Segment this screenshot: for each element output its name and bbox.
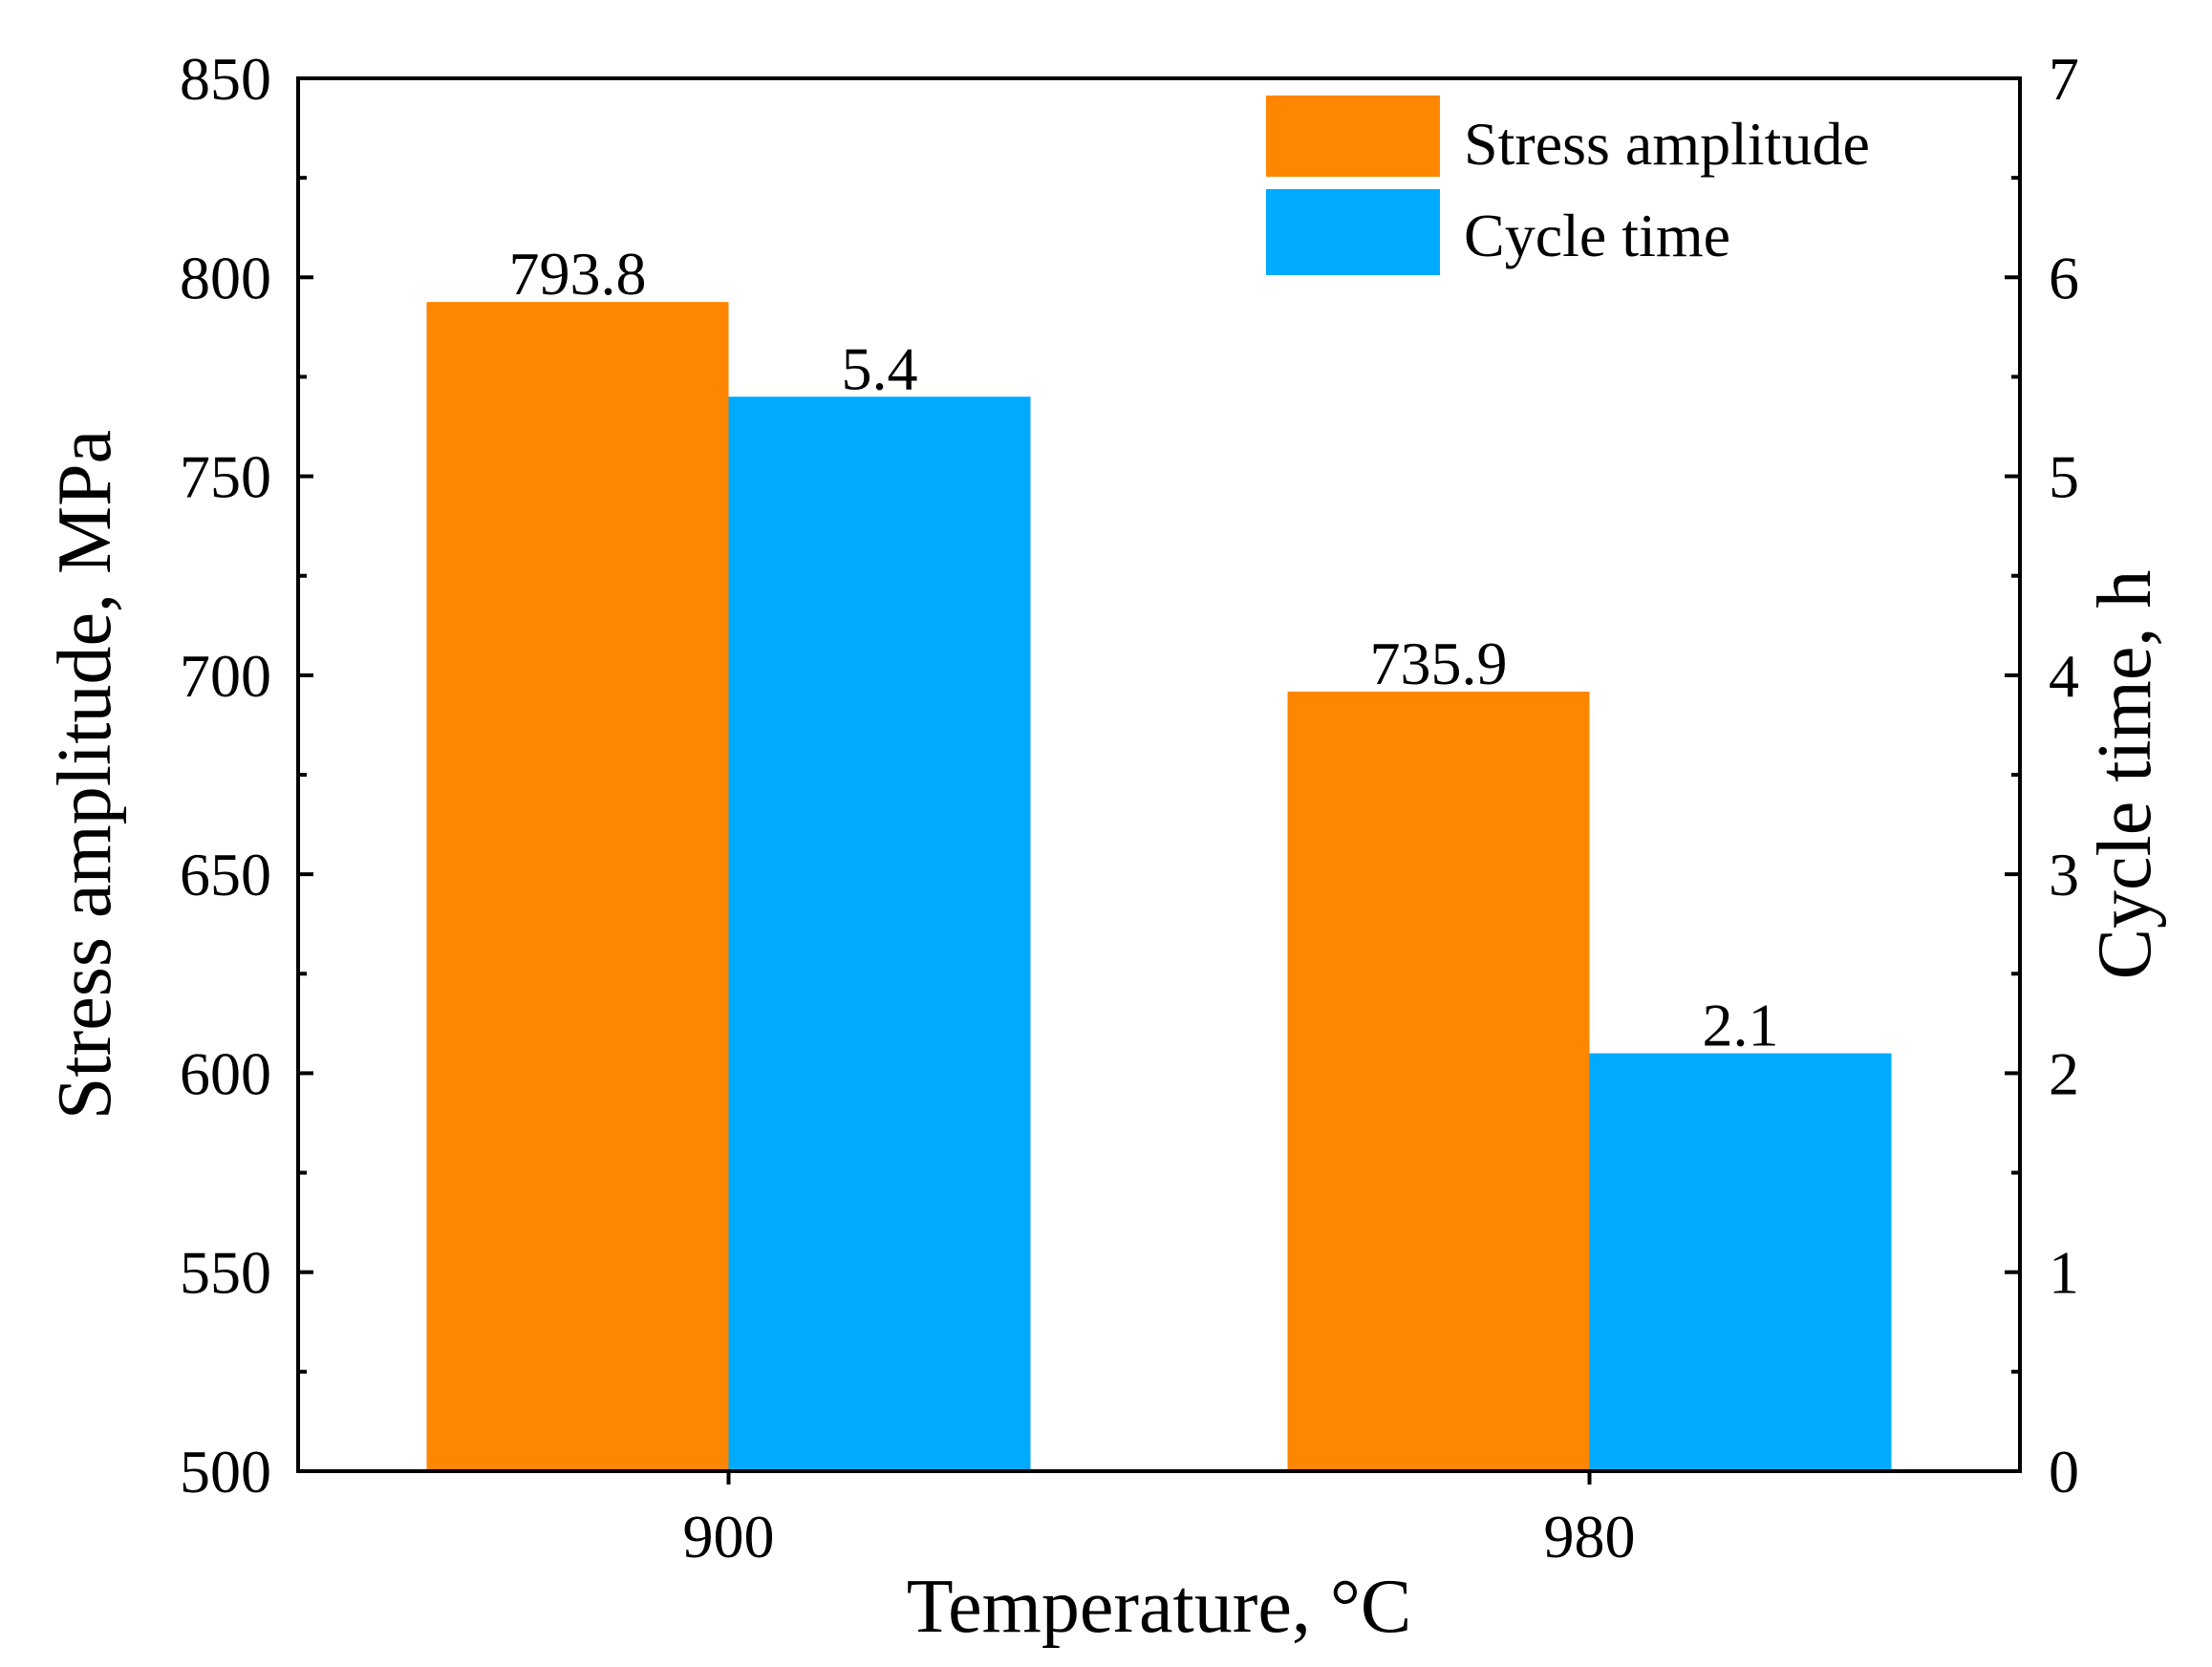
left-tick-label: 750 [180, 443, 271, 511]
data-label-stress-amplitude-900: 793.8 [509, 240, 647, 308]
bar-cycle-time-980 [1589, 1053, 1892, 1471]
legend-label-cycle-time: Cycle time [1464, 202, 1730, 269]
x-tick-label-980: 980 [1544, 1503, 1636, 1571]
right-y-axis-title: Cycle time, h [2083, 570, 2167, 980]
left-tick-label: 650 [180, 841, 271, 908]
right-tick-label: 7 [2049, 45, 2079, 113]
right-tick-label: 2 [2049, 1039, 2079, 1107]
legend-swatch-cycle-time [1266, 189, 1440, 275]
left-tick-label: 800 [180, 244, 271, 311]
bar-cycle-time-900 [728, 396, 1031, 1472]
left-y-axis-title: Stress amplitude, MPa [43, 430, 127, 1120]
legend-label-stress-amplitude: Stress amplitude [1464, 110, 1870, 178]
data-label-cycle-time-900: 5.4 [842, 334, 918, 402]
data-label-cycle-time-980: 2.1 [1703, 992, 1779, 1059]
left-tick-label: 850 [180, 45, 271, 113]
bar-stress-amplitude-980 [1287, 691, 1590, 1471]
legend: Stress amplitude Cycle time [1266, 96, 1870, 275]
left-axis-ticks: 500 550 600 650 700 750 800 850 [180, 45, 313, 1506]
legend-swatch-stress-amplitude [1266, 96, 1440, 177]
bar-stress-amplitude-900 [426, 302, 729, 1471]
bars-layer [426, 302, 1892, 1472]
right-tick-label: 5 [2049, 443, 2079, 511]
right-tick-label: 3 [2049, 841, 2079, 908]
right-tick-label: 0 [2049, 1438, 2079, 1506]
bar-labels-layer: 793.8 5.4 735.9 2.1 [509, 240, 1779, 1058]
right-tick-label: 4 [2049, 642, 2079, 710]
left-tick-label: 500 [180, 1438, 271, 1506]
right-tick-label: 1 [2049, 1239, 2079, 1307]
left-tick-label: 550 [180, 1239, 271, 1307]
left-tick-label: 600 [180, 1039, 271, 1107]
left-tick-label: 700 [180, 642, 271, 710]
x-tick-label-900: 900 [683, 1503, 775, 1571]
x-axis-ticks: 900 980 [683, 1471, 1636, 1571]
right-axis-ticks: 0 1 2 3 4 5 6 7 [2005, 45, 2079, 1506]
right-tick-label: 6 [2049, 244, 2079, 311]
x-axis-title: Temperature, °C [907, 1565, 1411, 1649]
data-label-stress-amplitude-980: 735.9 [1370, 630, 1508, 697]
